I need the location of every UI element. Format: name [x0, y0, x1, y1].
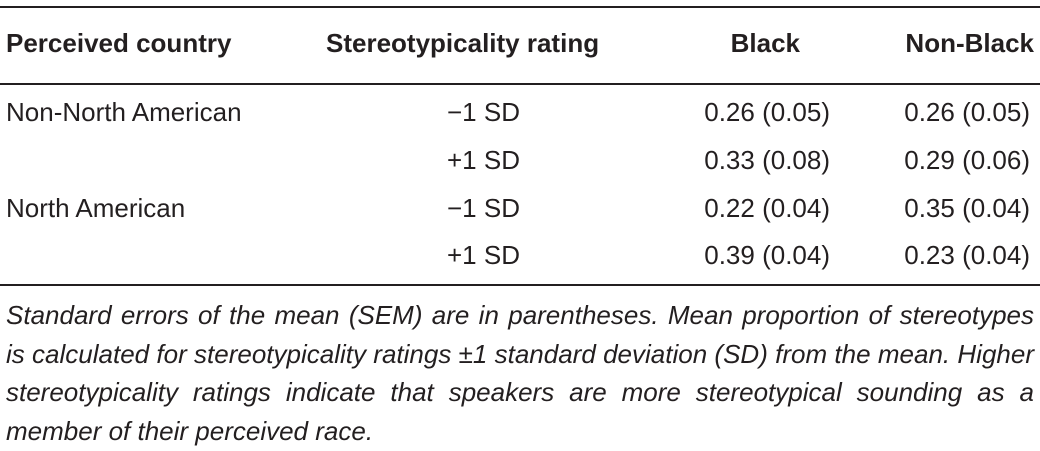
- header-non-black: Non-Black: [905, 28, 1034, 58]
- table-footnote: Standard errors of the mean (SEM) are in…: [6, 300, 1034, 446]
- table-cell-non-black: 0.23 (0.04): [904, 240, 1030, 270]
- table-cell-black: 0.39 (0.04): [704, 240, 830, 270]
- table-cell-rating: +1 SD: [447, 240, 520, 270]
- table-bottom-rule: [0, 284, 1040, 286]
- table-cell-country: Non-North American: [6, 97, 242, 127]
- table-cell-black: 0.26 (0.05): [704, 97, 830, 127]
- table-cell-non-black: 0.35 (0.04): [904, 193, 1030, 223]
- table-cell-black: 0.33 (0.08): [704, 145, 830, 175]
- table-cell-rating: +1 SD: [447, 145, 520, 175]
- table-cell-country: North American: [6, 193, 186, 223]
- header-stereotypicality-rating: Stereotypicality rating: [326, 28, 600, 58]
- table-cell-rating: −1 SD: [447, 193, 520, 223]
- table-cell-black: 0.22 (0.04): [704, 193, 830, 223]
- table-cell-non-black: 0.26 (0.05): [904, 97, 1030, 127]
- table-header-rule: [0, 83, 1040, 85]
- table-top-rule: [0, 6, 1040, 8]
- header-black: Black: [730, 28, 800, 58]
- table-cell-non-black: 0.29 (0.06): [904, 145, 1030, 175]
- header-perceived-country: Perceived country: [6, 28, 232, 58]
- table-cell-rating: −1 SD: [447, 97, 520, 127]
